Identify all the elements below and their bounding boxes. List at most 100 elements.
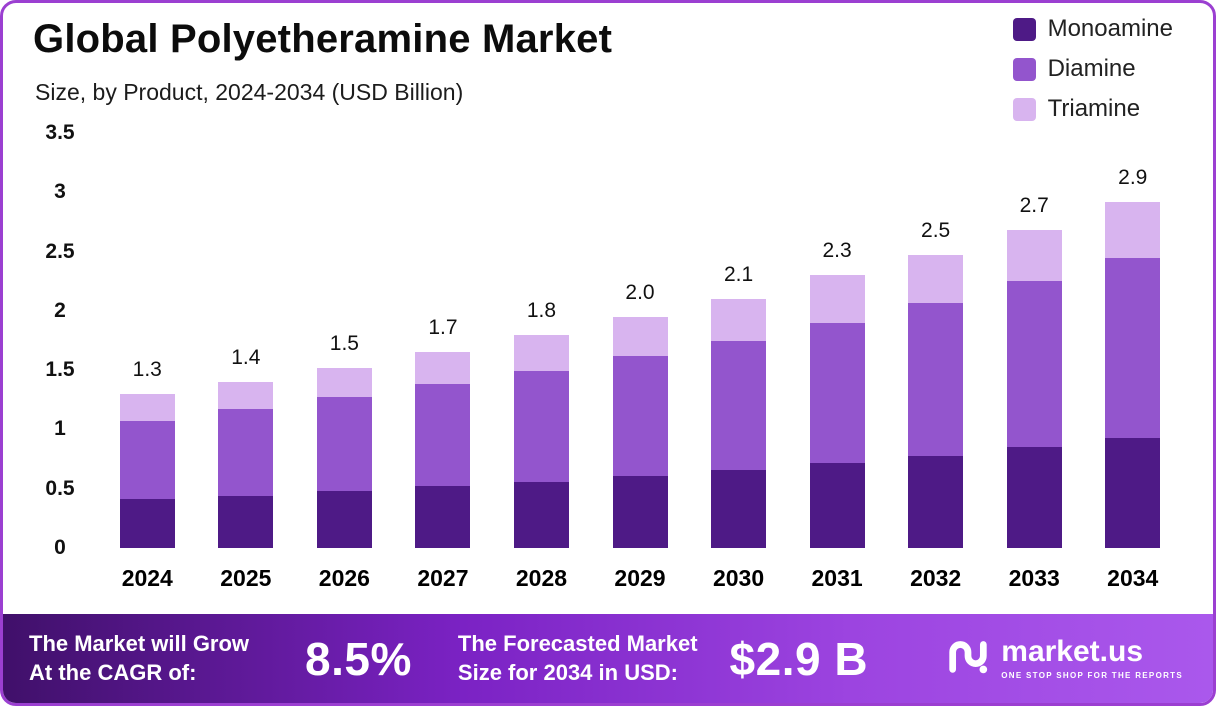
bar-segment-triamine xyxy=(119,393,175,422)
brand-text: market.us ONE STOP SHOP FOR THE REPORTS xyxy=(1001,635,1183,681)
y-tick-label: 1 xyxy=(54,417,66,441)
bar-total-label: 2.9 xyxy=(1118,165,1148,189)
bar-segment-triamine xyxy=(218,382,274,410)
bar-segment-triamine xyxy=(1006,230,1062,282)
y-tick-label: 2.5 xyxy=(45,239,75,263)
bar-column: 2.1 xyxy=(689,133,788,548)
bar-column: 2.0 xyxy=(591,133,690,548)
bar-segment-diamine xyxy=(119,421,175,500)
legend-swatch xyxy=(1012,97,1036,121)
x-axis-label: 2030 xyxy=(712,565,765,591)
bar-segment-triamine xyxy=(612,316,668,356)
brand-name: market.us xyxy=(1001,635,1144,668)
x-axis-label: 2034 xyxy=(1107,565,1159,591)
forecast-label-line2: Size for 2034 in USD: xyxy=(457,659,678,685)
bar-segment-triamine xyxy=(415,352,471,385)
legend-label: Monoamine xyxy=(1047,15,1173,42)
bar-segment-monoamine xyxy=(119,499,175,548)
bar-segment-monoamine xyxy=(612,475,668,548)
forecast-label-line1: The Forecasted Market xyxy=(457,631,698,657)
bar-column: 1.4 xyxy=(197,133,296,548)
bar-column: 2.5 xyxy=(886,133,985,548)
bar-segment-monoamine xyxy=(1006,447,1062,548)
forecast-label: The Forecasted Market Size for 2034 in U… xyxy=(458,630,698,686)
y-tick-label: 0 xyxy=(54,536,66,559)
bar-total-label: 2.5 xyxy=(921,219,951,243)
bar-total-label: 1.7 xyxy=(428,316,458,340)
bar-segment-diamine xyxy=(513,371,569,482)
bar-total-label: 1.4 xyxy=(231,346,261,370)
page-title: Global Polyetheramine Market xyxy=(33,17,613,61)
bar-total-label: 2.1 xyxy=(723,263,754,287)
bar-column: 1.7 xyxy=(394,133,493,548)
legend-item-triamine: Triamine xyxy=(1012,95,1173,123)
bar-segment-diamine xyxy=(612,355,668,476)
x-axis: 2024 2025 2026 2027 2028 2029 2030 2031 2032 2033… xyxy=(98,565,1182,592)
x-axis-label: 2024 xyxy=(121,565,173,591)
cagr-label-line1: The Market will Grow xyxy=(29,631,250,657)
forecast-value: $2.9 B xyxy=(729,632,869,685)
legend-item-monoamine: Monoamine xyxy=(1012,15,1173,43)
legend-swatch xyxy=(1012,17,1036,41)
legend: Monoamine Diamine Triamine xyxy=(1012,15,1173,123)
bar-segment-triamine xyxy=(1105,201,1161,258)
bar-segment-monoamine xyxy=(513,481,569,548)
bar-column: 1.5 xyxy=(295,133,394,548)
bar-total-label: 1.5 xyxy=(329,331,359,355)
bar-segment-monoamine xyxy=(908,455,964,548)
bar-column: 1.3 xyxy=(98,133,197,548)
legend-swatch xyxy=(1012,57,1036,81)
bar-segment-triamine xyxy=(908,255,964,303)
cagr-label: The Market will Grow At the CAGR of: xyxy=(29,630,249,686)
bar-column: 2.7 xyxy=(985,133,1084,548)
bar-total-label: 1.8 xyxy=(526,298,557,322)
bar-segment-monoamine xyxy=(218,495,274,548)
y-tick-label: 3 xyxy=(54,180,66,204)
x-axis-label: 2032 xyxy=(910,565,962,591)
bar-segment-triamine xyxy=(711,299,767,341)
footer-banner: The Market will Grow At the CAGR of: 8.5… xyxy=(3,614,1213,703)
y-tick-label: 1.5 xyxy=(45,358,75,382)
x-axis-label: 2033 xyxy=(1008,565,1060,591)
bar-segment-monoamine xyxy=(1105,437,1161,548)
bar-column: 1.8 xyxy=(492,133,591,548)
bar-segment-monoamine xyxy=(711,469,767,548)
bar-segment-triamine xyxy=(513,334,569,372)
bar-total-label: 1.3 xyxy=(132,357,162,381)
bar-segment-monoamine xyxy=(809,462,865,548)
bar-segment-monoamine xyxy=(316,491,372,548)
bar-segment-diamine xyxy=(1105,257,1161,438)
bar-total-label: 2.0 xyxy=(625,280,655,304)
plot-area: 1.3 1.4 1.5 1.7 1.8 2.0 2.1 2.3 2.5 2.7 2.9 xyxy=(98,133,1182,548)
cagr-label-line2: At the CAGR of: xyxy=(29,659,197,685)
bar-segment-diamine xyxy=(1006,281,1062,448)
y-axis: 0 0.5 1 1.5 2 2.5 3 3.5 xyxy=(31,121,89,559)
legend-item-diamine: Diamine xyxy=(1012,55,1173,83)
bar-column: 2.3 xyxy=(788,133,887,548)
bar-column: 2.9 xyxy=(1083,133,1182,548)
bar-segment-diamine xyxy=(415,384,471,487)
y-tick-label: 0.5 xyxy=(45,476,75,500)
x-axis-label: 2029 xyxy=(614,565,666,591)
y-tick-label: 2 xyxy=(54,298,66,322)
bar-segment-monoamine xyxy=(415,486,471,548)
bar-segment-diamine xyxy=(711,340,767,470)
page-subtitle: Size, by Product, 2024-2034 (USD Billion… xyxy=(35,79,464,105)
x-axis-label: 2025 xyxy=(220,565,272,591)
bar-segment-diamine xyxy=(809,322,865,463)
x-axis-label: 2028 xyxy=(515,565,568,591)
brand-tagline: ONE STOP SHOP FOR THE REPORTS xyxy=(1001,671,1183,680)
x-axis-label: 2031 xyxy=(811,565,863,591)
legend-label: Triamine xyxy=(1047,95,1141,122)
y-tick-label: 3.5 xyxy=(45,121,75,144)
x-axis-label: 2027 xyxy=(417,565,469,591)
bar-segment-triamine xyxy=(316,367,372,398)
bar-segment-diamine xyxy=(908,302,964,456)
x-axis-label: 2026 xyxy=(318,565,370,591)
marketus-logo-icon xyxy=(945,633,991,684)
cagr-value: 8.5% xyxy=(305,632,412,685)
legend-label: Diamine xyxy=(1047,55,1136,82)
bar-segment-triamine xyxy=(809,275,865,323)
bar-segment-diamine xyxy=(218,409,274,496)
